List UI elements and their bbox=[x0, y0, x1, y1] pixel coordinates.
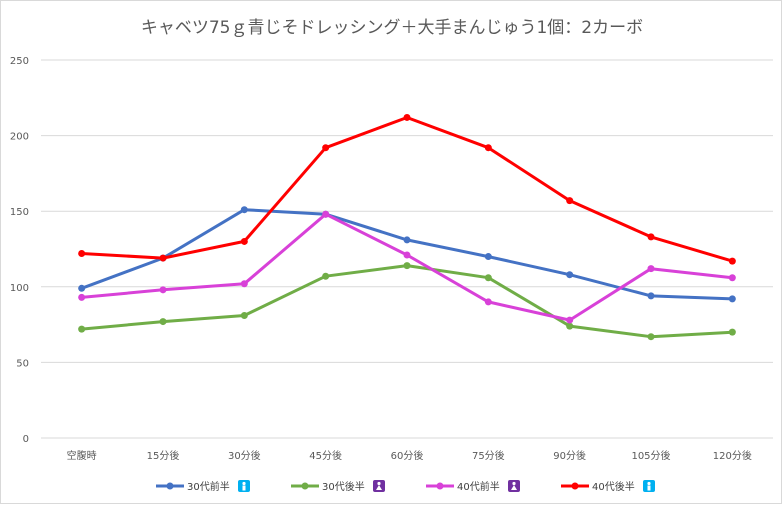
legend-label: 30代後半 bbox=[322, 480, 365, 493]
x-tick-label: 45分後 bbox=[309, 449, 342, 462]
data-point bbox=[484, 298, 492, 306]
data-point bbox=[566, 322, 574, 330]
legend-marker bbox=[166, 482, 174, 490]
y-tick-label: 200 bbox=[10, 132, 29, 143]
data-point bbox=[403, 251, 411, 259]
legend-marker bbox=[436, 482, 444, 490]
y-tick-label: 250 bbox=[10, 56, 29, 67]
male-icon-glyph bbox=[647, 481, 651, 491]
data-point bbox=[240, 280, 248, 288]
data-point bbox=[78, 293, 86, 301]
data-point bbox=[728, 274, 736, 282]
y-tick-label: 100 bbox=[10, 283, 29, 294]
data-point bbox=[484, 274, 492, 282]
data-point bbox=[159, 254, 167, 262]
data-point bbox=[647, 292, 655, 300]
chart-title: キャベツ75ｇ青じそドレッシング＋大手まんじゅう1個：2カーボ bbox=[140, 18, 644, 38]
x-tick-label: 30分後 bbox=[228, 449, 261, 462]
legend-item: 30代前半 bbox=[156, 480, 250, 493]
x-tick-label: 15分後 bbox=[147, 449, 180, 462]
x-tick-label: 120分後 bbox=[713, 449, 752, 462]
legend-label: 40代後半 bbox=[592, 480, 635, 493]
x-tick-label: 105分後 bbox=[631, 449, 670, 462]
data-point bbox=[240, 312, 248, 320]
x-tick-label: 60分後 bbox=[391, 449, 424, 462]
data-point bbox=[484, 144, 492, 152]
legend-item: 30代後半 bbox=[291, 480, 385, 493]
male-icon-glyph bbox=[242, 481, 246, 491]
y-tick-label: 0 bbox=[23, 434, 29, 445]
legend-marker bbox=[571, 482, 579, 490]
data-point bbox=[566, 271, 574, 279]
x-tick-label: 空腹時 bbox=[67, 449, 97, 462]
data-point bbox=[728, 295, 736, 303]
y-tick-label: 150 bbox=[10, 207, 29, 218]
data-point bbox=[566, 197, 574, 205]
data-point bbox=[403, 236, 411, 244]
data-point bbox=[566, 316, 574, 324]
female-icon-glyph bbox=[511, 481, 517, 490]
data-point bbox=[647, 333, 655, 341]
female-icon-glyph bbox=[376, 481, 382, 490]
x-tick-label: 75分後 bbox=[472, 449, 505, 462]
data-point bbox=[240, 237, 248, 245]
y-tick-label: 50 bbox=[16, 358, 29, 369]
data-point bbox=[728, 328, 736, 336]
data-point bbox=[728, 257, 736, 265]
legend-label: 30代前半 bbox=[187, 480, 230, 493]
data-point bbox=[159, 318, 167, 326]
legend-label: 40代前半 bbox=[457, 480, 500, 493]
data-point bbox=[322, 272, 330, 280]
legend-item: 40代後半 bbox=[561, 480, 655, 493]
data-point bbox=[322, 210, 330, 218]
data-point bbox=[159, 286, 167, 294]
x-tick-label: 90分後 bbox=[553, 449, 586, 462]
data-point bbox=[322, 144, 330, 152]
data-point bbox=[484, 253, 492, 261]
series-line-1 bbox=[81, 264, 733, 339]
data-point bbox=[647, 233, 655, 241]
data-point bbox=[647, 265, 655, 273]
data-point bbox=[240, 206, 248, 214]
data-point bbox=[78, 325, 86, 333]
data-point bbox=[78, 284, 86, 292]
data-point bbox=[403, 113, 411, 121]
legend-item: 40代前半 bbox=[426, 480, 520, 493]
data-point bbox=[403, 262, 411, 270]
legend-marker bbox=[301, 482, 309, 490]
data-point bbox=[78, 250, 86, 258]
